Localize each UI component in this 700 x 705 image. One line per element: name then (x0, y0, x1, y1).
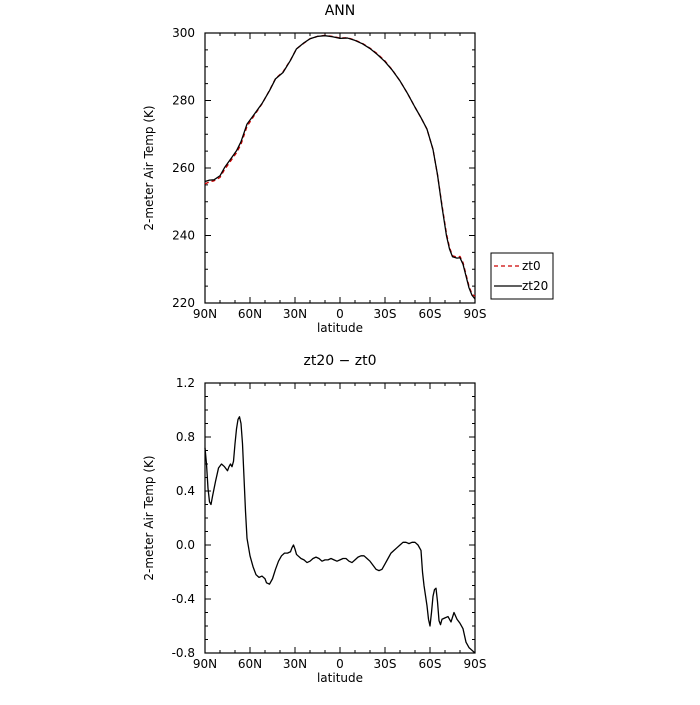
y-tick-label: -0.8 (172, 646, 195, 660)
x-tick-label: 60N (238, 657, 262, 671)
y-tick-label: 0.4 (176, 484, 195, 498)
x-tick-label: 0 (336, 307, 344, 321)
y-tick-label: -0.4 (172, 592, 195, 606)
series-line-series-0 (204, 416, 476, 654)
x-tick-label: 90S (464, 657, 487, 671)
bottom-panel: 90N 60N 30N 0 30S 60S 90S -0.8 -0.4 0.0 0.4 0.8 1.2 z… (142, 353, 486, 685)
x-axis-label: latitude (317, 671, 363, 685)
y-tick-label: 260 (172, 161, 195, 175)
x-tick-label: 60S (419, 307, 442, 321)
x-tick-label: 60N (238, 307, 262, 321)
legend-label-zt0: zt0 (522, 259, 541, 273)
x-axis-label: latitude (317, 321, 363, 335)
x-tick-label: 30N (283, 657, 307, 671)
x-tick-label: 0 (336, 657, 344, 671)
x-tick-label: 30N (283, 307, 307, 321)
chart-title: ANN (325, 3, 356, 19)
y-tick-label: 280 (172, 94, 195, 108)
plot-frame (204, 32, 476, 304)
x-tick-label: 30S (374, 657, 397, 671)
legend: zt0 zt20 (490, 252, 554, 300)
y-axis-label: 2-meter Air Temp (K) (142, 455, 156, 580)
top-panel: 90N 60N 30N 0 30S 60S 90S 220 240 260 280 300 ANN lat… (142, 3, 486, 335)
y-tick-label: 220 (172, 296, 195, 310)
y-tick-label: 1.2 (176, 376, 195, 390)
series-line-zt20 (204, 35, 476, 300)
x-tick-label: 90S (464, 307, 487, 321)
x-tick-label: 90N (193, 307, 217, 321)
legend-label-zt20: zt20 (522, 279, 548, 293)
x-tick-label: 90N (193, 657, 217, 671)
y-tick-label: 0.0 (176, 538, 195, 552)
y-tick-label: 0.8 (176, 430, 195, 444)
series-line-zt0 (204, 34, 476, 297)
y-tick-label: 300 (172, 26, 195, 40)
legend-box (490, 252, 554, 300)
y-tick-label: 240 (172, 229, 195, 243)
chart-title: zt20 − zt0 (303, 353, 376, 369)
x-tick-label: 60S (419, 657, 442, 671)
y-axis-label: 2-meter Air Temp (K) (142, 105, 156, 230)
x-tick-label: 30S (374, 307, 397, 321)
